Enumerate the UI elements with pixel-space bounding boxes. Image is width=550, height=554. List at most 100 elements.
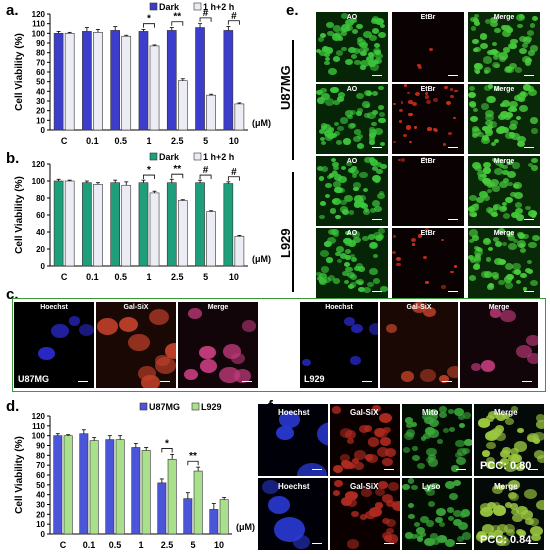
tile-label: EtBr (420, 86, 436, 93)
cell-blob (481, 449, 491, 457)
cell-blob (358, 201, 367, 208)
cell-blob (501, 412, 510, 419)
cell-blob (339, 28, 346, 33)
x-tick-label: 2.5 (161, 540, 174, 550)
cell-blob (471, 212, 478, 218)
cell-blob (332, 99, 340, 106)
x-tick-label: 10 (214, 540, 224, 550)
cell-blob (519, 248, 526, 254)
cell-blob (319, 137, 325, 142)
cell-blob (428, 419, 439, 428)
cell-blob (508, 491, 518, 500)
cell-blob (515, 116, 521, 121)
panel-a-letter: a. (6, 2, 19, 19)
cell-blob (404, 417, 413, 424)
cell-blob (332, 25, 342, 33)
cell-blob (340, 13, 348, 19)
panel-b-letter: b. (6, 150, 20, 167)
cell-blob (489, 48, 499, 56)
cell-blob (356, 23, 364, 30)
cell-blob (398, 158, 402, 162)
cell-blob (405, 125, 412, 130)
cell-blob (420, 368, 437, 382)
bar (219, 499, 229, 535)
cell-blob (518, 243, 525, 248)
cell-blob (430, 482, 439, 490)
cell-blob (318, 50, 326, 56)
x-tick-label: 0.1 (86, 272, 99, 282)
cell-blob (442, 142, 446, 146)
panel-d-letter: d. (6, 398, 20, 415)
cell-blob (354, 59, 361, 66)
cell-blob (279, 411, 300, 428)
cell-blob (374, 127, 383, 135)
cell-blob (293, 535, 310, 549)
cell-blob (379, 436, 391, 446)
cell-blob (507, 171, 517, 179)
micrograph-tile: AO (316, 156, 388, 226)
cell-blob (517, 530, 527, 538)
cell-blob (486, 188, 492, 194)
cell-blob (416, 527, 425, 534)
tile-label: Hoechst (40, 304, 68, 311)
cell-blob (470, 204, 480, 212)
bar (141, 450, 151, 535)
cell-blob (407, 478, 415, 484)
cell-blob (320, 88, 327, 94)
micrograph-tile: Hoechst U87MG (14, 302, 94, 388)
cell-blob (316, 166, 324, 172)
cell-blob (470, 26, 477, 31)
scale-bar (160, 381, 170, 382)
cell-blob (488, 207, 498, 215)
scale-bar (456, 469, 466, 470)
cell-blob (441, 285, 446, 289)
sig-label: # (231, 11, 237, 22)
tile-label: EtBr (420, 230, 436, 237)
cell-blob (476, 169, 486, 177)
cell-blob (367, 112, 376, 119)
cell-blob (421, 156, 426, 161)
cell-blob (483, 84, 491, 91)
cell-blob (325, 182, 333, 189)
cell-blob (433, 97, 438, 102)
cell-blob (507, 160, 514, 165)
cell-blob (514, 201, 523, 208)
l929-label: L929 (278, 228, 293, 258)
x-tick-label: 2.5 (171, 272, 184, 282)
sig-bracket (161, 448, 173, 453)
cell-blob (369, 140, 375, 145)
tile-label: Mito (422, 408, 439, 417)
micrograph-tile: Merge (468, 84, 540, 154)
cell-blob (301, 358, 312, 367)
cell-blob (414, 533, 423, 540)
cell-blob (363, 207, 369, 213)
cell-blob (316, 89, 323, 95)
cell-blob (385, 448, 397, 458)
scale-bar (242, 381, 252, 382)
cell-blob (373, 177, 381, 183)
cell-blob (509, 191, 517, 198)
cell-blob (392, 251, 396, 255)
tile-label: Lyso (422, 482, 441, 491)
cell-blob (426, 410, 433, 416)
cell-blob (326, 22, 334, 28)
cell-blob (469, 274, 477, 281)
scale-bar (442, 381, 452, 382)
micrograph-tile: Merge (468, 156, 540, 226)
cell-blob (316, 271, 323, 277)
bar (167, 458, 177, 535)
cell-blob (333, 278, 341, 284)
cell-blob (319, 272, 328, 280)
cell-blob (392, 140, 396, 144)
bar (195, 182, 205, 267)
cell-blob (413, 521, 421, 527)
cell-blob (491, 185, 500, 192)
cell-blob (507, 181, 514, 187)
x-tick-label: 5 (203, 272, 208, 282)
cell-blob (493, 54, 500, 60)
cell-blob (536, 419, 544, 429)
cell-blob (500, 309, 516, 323)
y-tick-label: 80 (36, 49, 45, 58)
cell-blob (507, 453, 520, 464)
bar (121, 35, 132, 131)
